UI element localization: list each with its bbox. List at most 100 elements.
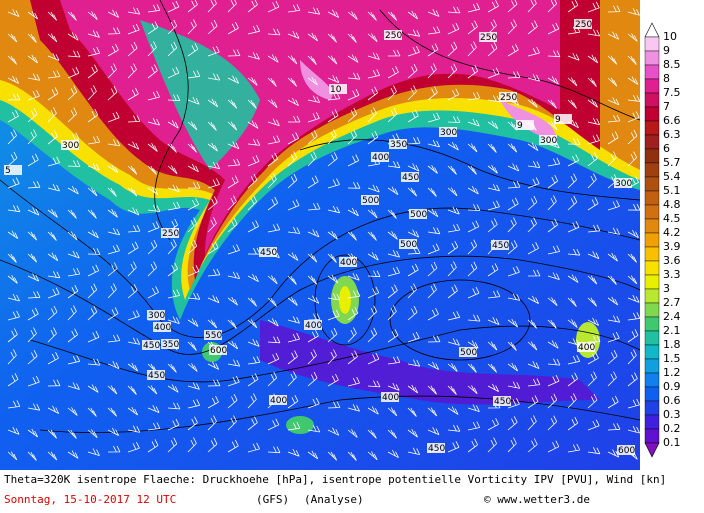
wind-barb [467,20,478,35]
contour-label: 250 [575,20,592,30]
wind-barb [407,10,419,20]
wind-barb [607,55,618,65]
wind-barb [507,71,521,79]
wind-barb [7,93,21,101]
ipv-region [286,416,314,434]
wind-barb [327,327,338,343]
wind-barb [347,129,357,145]
wind-barb [407,229,420,238]
wind-barb [307,175,319,189]
wind-barb [527,20,538,35]
wind-barb [347,290,361,299]
legend-label: 7 [663,100,670,113]
wind-barb [27,375,40,387]
wind-barb [427,26,441,35]
contour-label: 600 [210,346,227,356]
wind-barb [47,231,57,241]
wind-barb [107,187,117,197]
wind-barb [267,446,281,454]
wind-barb [627,94,640,102]
contour-label: 10 [330,85,342,95]
contour-label: 300 [540,136,557,146]
wind-barb [507,398,520,409]
wind-barb [67,250,80,259]
wind-barb [187,182,201,189]
wind-barb [207,295,220,304]
wind-barb [247,155,260,167]
wind-barb [427,283,437,299]
wind-barb [47,156,60,167]
wind-barb [247,338,260,347]
wind-barb [127,385,137,395]
wind-barb [87,248,101,255]
wind-barb [487,317,500,325]
wind-barb [487,164,498,174]
wind-barb [27,451,37,461]
legend-band [644,50,660,66]
wind-barb [567,274,579,283]
wind-barb [547,174,559,189]
wind-barb [387,66,399,79]
wind-barb [247,25,261,35]
wind-barb [307,313,321,321]
wind-barb [427,243,440,255]
wind-barb [127,310,140,321]
wind-barb [567,248,581,256]
wind-barb [27,403,41,411]
wind-barb [407,359,421,367]
wind-barb [27,207,40,216]
wind-barb [567,319,578,328]
wind-barb [227,244,240,255]
wind-barb [607,5,621,13]
wind-barb [387,266,400,277]
wind-barb [27,108,38,123]
wind-barb [207,196,218,211]
wind-barb [67,209,77,219]
wind-barb [7,177,20,189]
wind-barb [607,395,619,409]
wind-barb [287,55,298,65]
wind-barb [487,363,497,373]
wind-barb [567,393,577,409]
wind-barb [47,33,58,43]
legend-band [644,92,660,108]
wind-barb [387,382,400,391]
wind-barb [7,293,20,302]
wind-barb [147,143,158,152]
wind-barb [307,7,321,15]
wind-barb [347,11,358,20]
wind-barb [487,290,501,299]
wind-barb [367,406,379,415]
wind-barb [227,296,238,306]
wind-barb [267,0,280,13]
wind-barb [607,331,620,343]
wind-barb [547,393,558,409]
legend-label: 2.1 [663,324,681,337]
wind-barb [187,437,197,453]
contour-label: 450 [143,341,160,351]
wind-barb [227,340,239,350]
contour-label: 400 [270,396,287,406]
legend-label: 2.7 [663,296,681,309]
wind-barb [267,336,281,344]
wind-barb [327,230,338,240]
wind-barb [227,359,241,367]
legend-band [644,120,660,136]
wind-barb [307,295,320,304]
wind-barb [587,54,599,64]
wind-barb [107,385,118,395]
wind-barb [347,54,359,63]
wind-barb [387,209,397,219]
wind-barb [107,164,119,174]
wind-barb [207,98,219,108]
wind-barb [107,427,119,436]
wind-barb [367,184,380,193]
wind-barb [247,220,259,233]
wind-barb [27,273,40,282]
wind-barb [247,0,258,13]
legend-band [644,372,660,388]
wind-barb [427,165,438,174]
wind-barb [307,76,318,86]
wind-barb [367,305,378,321]
wind-barb [467,204,481,211]
